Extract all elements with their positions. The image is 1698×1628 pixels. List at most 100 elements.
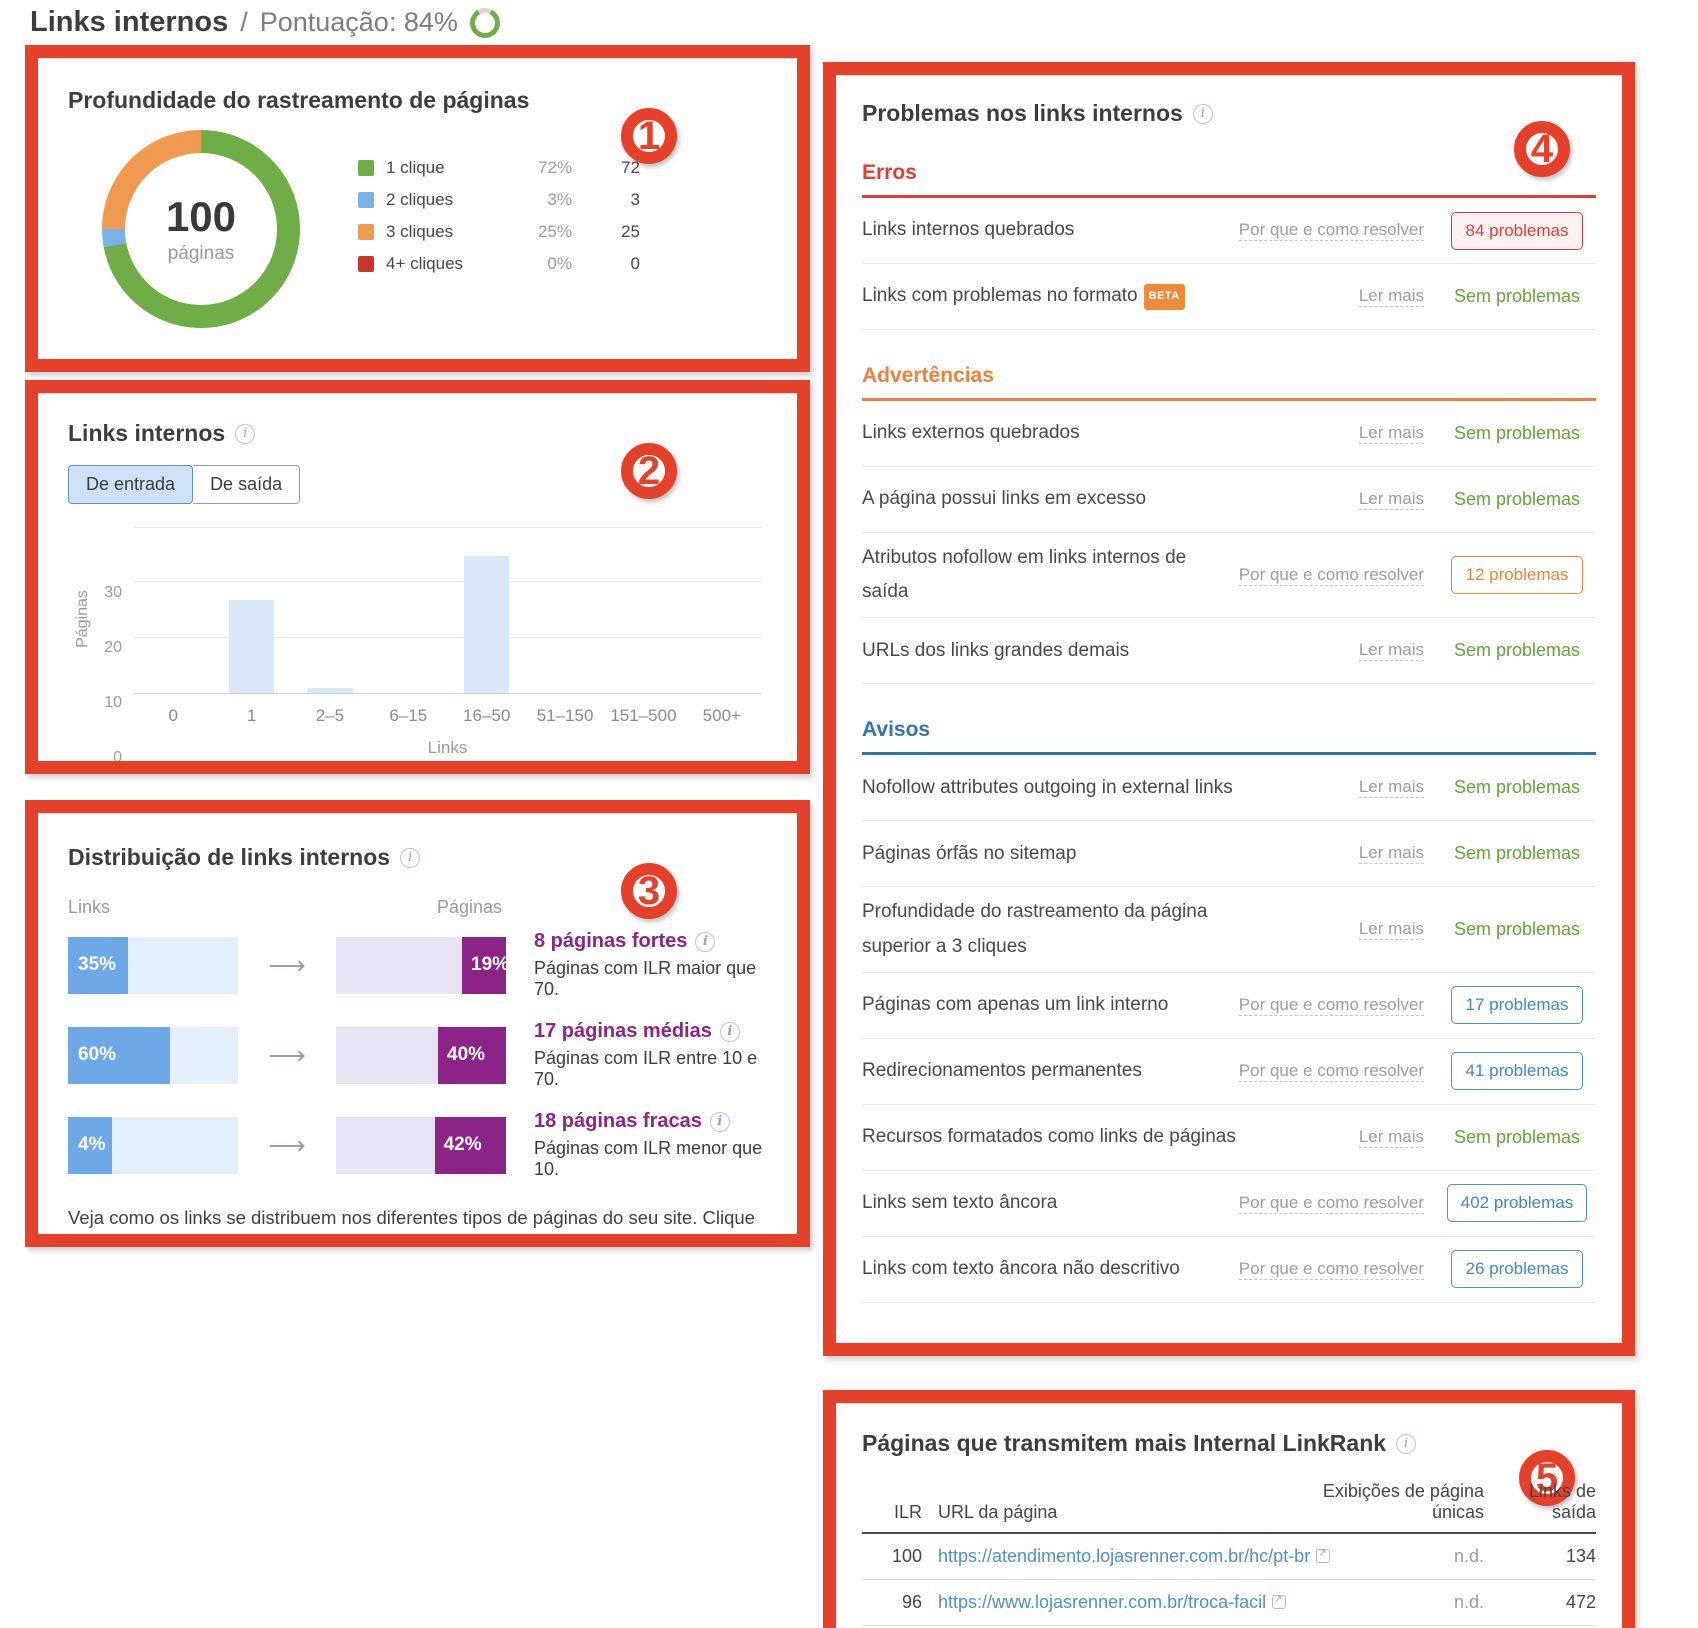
issue-label: Recursos formatados como links de página…: [862, 1126, 1236, 1148]
issue-count-button[interactable]: 26 problemas: [1451, 1250, 1583, 1289]
bars: [134, 528, 761, 693]
medium-pages-link[interactable]: 17 páginas médias: [534, 1020, 767, 1043]
info-icon[interactable]: [235, 423, 256, 444]
annotation-number-4: 4: [1514, 121, 1570, 177]
legend-item: 1 clique 72% 72: [358, 158, 640, 178]
issue-count-button[interactable]: 84 problemas: [1451, 211, 1583, 250]
issue-row: Links com texto âncora não descritivo Po…: [862, 1237, 1596, 1303]
internal-links-chart-card: Links internos De entrada De saída Págin…: [38, 393, 797, 761]
links-fill: 60%: [68, 1026, 170, 1084]
info-icon[interactable]: [1396, 1433, 1417, 1454]
issue-label: Links sem texto âncora: [862, 1192, 1058, 1214]
legend-label: 4+ cliques: [386, 254, 464, 273]
annotation-number-1: 1: [621, 108, 677, 164]
issue-row: Links sem texto âncora Por que e como re…: [862, 1171, 1596, 1237]
breadcrumb-separator: /: [240, 7, 248, 37]
issue-status-ok: Sem problemas: [1453, 777, 1581, 798]
bar-2-5: [307, 687, 353, 693]
legend-count: 0: [630, 254, 640, 273]
legend-count: 72: [621, 158, 640, 177]
col-ilr: ILR: [893, 1502, 922, 1522]
cell-outlinks: 134: [1565, 1546, 1596, 1566]
arrow-icon: ⟶: [268, 1039, 306, 1070]
legend-item: 4+ cliques 0% 0: [358, 254, 640, 274]
legend-count: 3: [630, 190, 640, 209]
issue-help-link[interactable]: Por que e como resolver: [1238, 1060, 1424, 1082]
issue-help-link[interactable]: Ler mais: [1358, 777, 1424, 799]
issue-help-link[interactable]: Ler mais: [1358, 919, 1424, 941]
col-views: Exibições de página únicas: [1322, 1481, 1484, 1522]
issue-count-button[interactable]: 41 problemas: [1451, 1052, 1583, 1091]
donut-center-value: 100: [165, 193, 237, 240]
y-tick: 0: [113, 749, 122, 761]
info-icon[interactable]: [400, 847, 421, 868]
strong-pages-link[interactable]: 8 páginas fortes: [534, 930, 767, 953]
distribution-row-medium: 60% ⟶ 40% 17 páginas médias Páginas com …: [68, 1020, 767, 1090]
issue-help-link[interactable]: Ler mais: [1358, 423, 1424, 444]
page-url-link[interactable]: https://atendimento.lojasrenner.com.br/h…: [938, 1546, 1331, 1566]
group-header-advertencias: Advertências: [862, 364, 1596, 401]
issue-help-link[interactable]: Por que e como resolver: [1238, 564, 1424, 586]
issue-status-ok: Sem problemas: [1453, 843, 1581, 864]
issue-help-link[interactable]: Por que e como resolver: [1238, 1192, 1424, 1214]
pages-fill: 42%: [434, 1116, 506, 1174]
tab-de-saida[interactable]: De saída: [193, 465, 301, 504]
tab-de-entrada[interactable]: De entrada: [68, 465, 194, 504]
issue-row: Páginas órfãs no sitemap Ler mais Sem pr…: [862, 821, 1596, 888]
legend-item: 2 cliques 3% 3: [358, 190, 640, 210]
legend-label: 3 cliques: [386, 222, 454, 241]
info-icon[interactable]: [1192, 103, 1213, 124]
info-icon[interactable]: [719, 1021, 740, 1042]
issue-label: URLs dos links grandes demais: [862, 639, 1130, 661]
weak-pages-link[interactable]: 18 páginas fracas: [534, 1110, 767, 1133]
table-header: ILR URL da página Exibições de página ún…: [862, 1481, 1596, 1534]
crawl-depth-card: Profundidade do rastreamento de páginas …: [38, 58, 797, 359]
issue-help-link[interactable]: Por que e como resolver: [1238, 1258, 1424, 1280]
issue-row: Links externos quebrados Ler mais Sem pr…: [862, 401, 1596, 467]
issue-row: Nofollow attributes outgoing in external…: [862, 755, 1596, 822]
y-tick: 30: [104, 584, 122, 601]
issue-help-link[interactable]: Ler mais: [1358, 489, 1424, 510]
donut-center-label: páginas: [167, 243, 235, 264]
gridline: [134, 581, 761, 582]
issue-help-link[interactable]: Ler mais: [1358, 286, 1424, 307]
issue-row: Páginas com apenas um link interno Por q…: [862, 973, 1596, 1039]
info-icon[interactable]: [709, 1111, 730, 1132]
issue-help-link[interactable]: Ler mais: [1358, 640, 1424, 662]
issue-count-button[interactable]: 12 problemas: [1451, 556, 1583, 595]
medium-pages-desc: Páginas com ILR entre 10 e 70.: [534, 1048, 758, 1089]
issue-help-link[interactable]: Por que e como resolver: [1238, 994, 1424, 1016]
info-icon[interactable]: [695, 931, 716, 952]
issue-count-button[interactable]: 17 problemas: [1451, 986, 1583, 1025]
legend-item: 3 cliques 25% 25: [358, 222, 640, 242]
pages-bar: 42%: [336, 1116, 506, 1174]
issue-label: Links internos quebrados: [862, 219, 1075, 241]
issue-status-ok: Sem problemas: [1453, 423, 1581, 443]
legend-label: 2 cliques: [386, 190, 454, 209]
issue-help-link[interactable]: Ler mais: [1358, 843, 1424, 865]
issue-row: A página possui links em excesso Ler mai…: [862, 467, 1596, 533]
links-column-header: Links: [68, 897, 111, 917]
issue-label: Profundidade do rastreamento da página s…: [862, 901, 1208, 957]
distribution-description: Veja como os links se distribuem nos dif…: [68, 1207, 755, 1228]
weak-pages-desc: Páginas com ILR menor que 10.: [534, 1138, 763, 1179]
bar-16-50: [463, 555, 510, 693]
issue-help-link[interactable]: Ler mais: [1358, 1126, 1424, 1148]
links-bar-chart: Páginas 30 20 10 0: [68, 524, 767, 761]
external-link-icon: [1272, 1594, 1287, 1609]
cell-outlinks: 472: [1565, 1592, 1596, 1612]
annotation-box-2: Links internos De entrada De saída Págin…: [25, 380, 810, 774]
page-url-link[interactable]: https://www.lojasrenner.com.br/troca-fac…: [938, 1592, 1287, 1612]
distribution-row-weak: 4% ⟶ 42% 18 páginas fracas Páginas com I…: [68, 1110, 767, 1180]
issue-label: Atributos nofollow em links internos de …: [862, 547, 1187, 603]
y-tick: 20: [104, 639, 122, 656]
issue-row: Recursos formatados como links de página…: [862, 1105, 1596, 1171]
legend-swatch: [358, 224, 374, 240]
issue-help-link[interactable]: Por que e como resolver: [1238, 220, 1424, 241]
direction-tabs: De entrada De saída: [68, 465, 301, 504]
legend-percent: 3%: [547, 190, 572, 209]
issue-count-button[interactable]: 402 problemas: [1446, 1184, 1588, 1223]
issue-row: Atributos nofollow em links internos de …: [862, 533, 1596, 619]
issue-row: Redirecionamentos permanentes Por que e …: [862, 1039, 1596, 1105]
